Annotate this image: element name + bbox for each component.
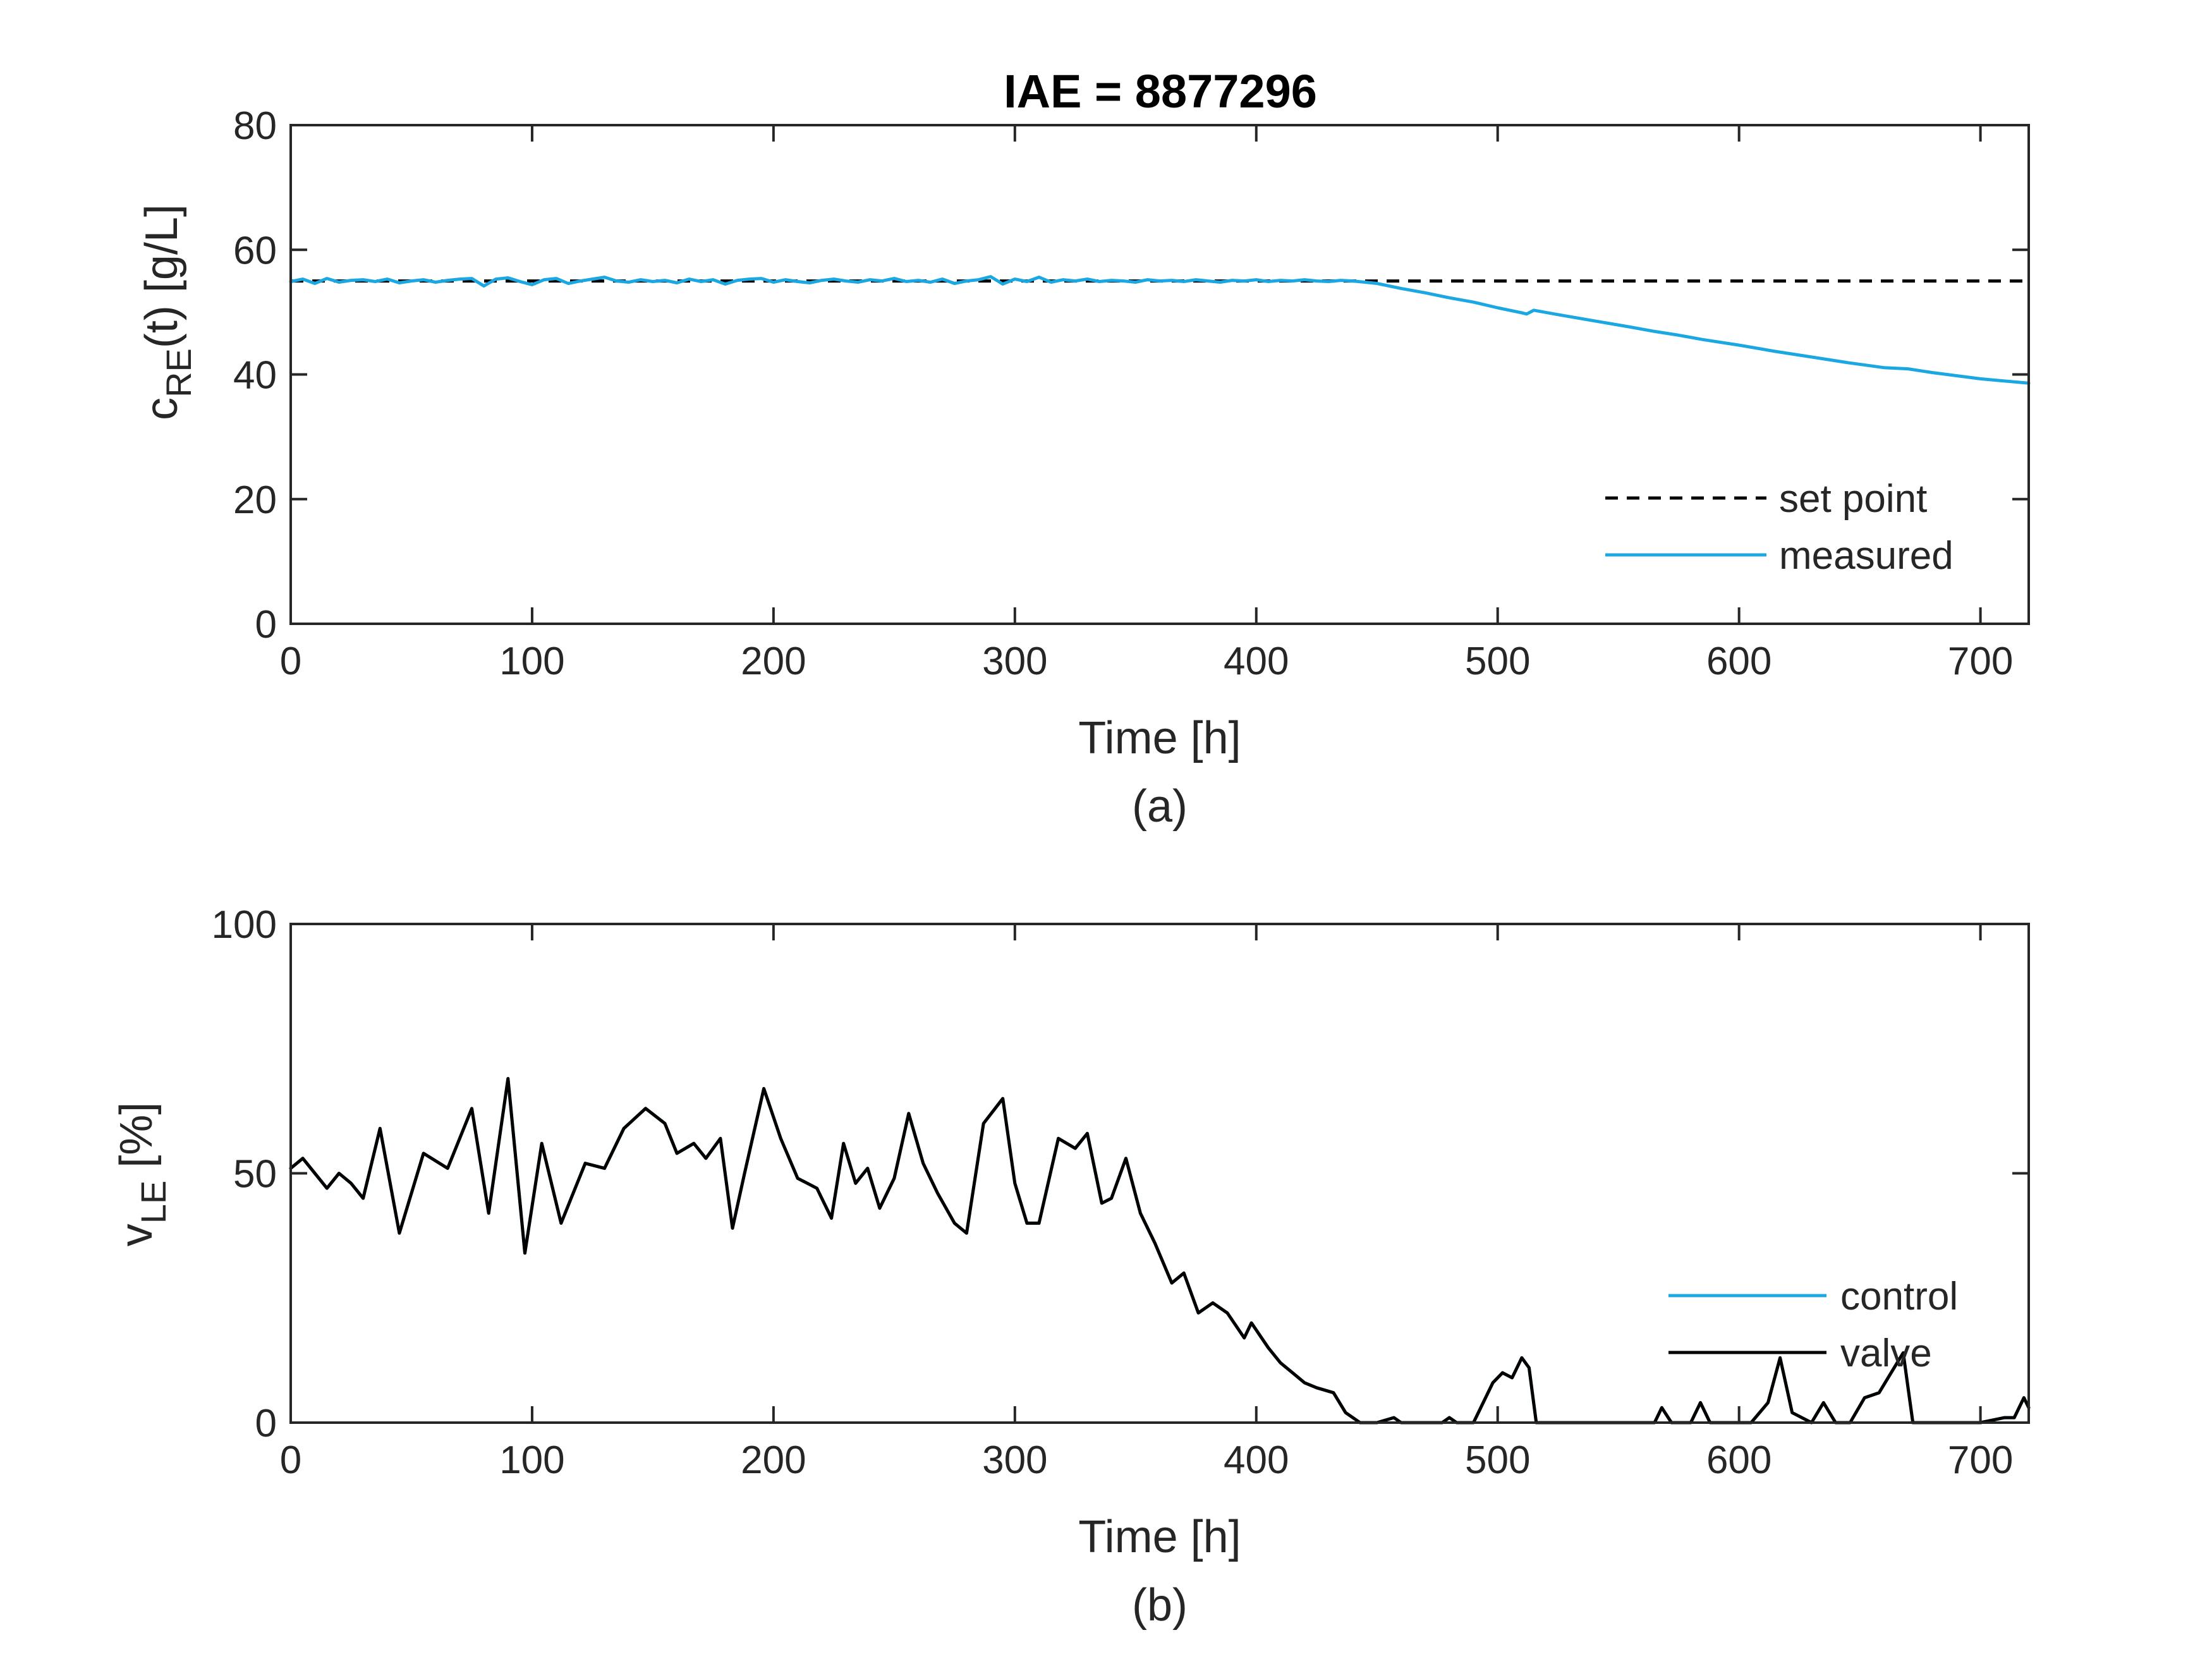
panel-b-xlabel: Time [h] <box>1078 1512 1241 1562</box>
y-tick-label: 100 <box>212 903 277 947</box>
y-tick-label: 20 <box>233 478 277 522</box>
panel-a-legend: set point measured <box>1605 477 1954 578</box>
legend-label-measured: measured <box>1779 534 1954 578</box>
panel-a-ylabel-sub: RE <box>159 348 198 398</box>
legend-label-control: control <box>1840 1275 1958 1318</box>
y-tick-label: 60 <box>233 229 277 272</box>
panel-a-ylabel: cRE(t) [g/L] <box>137 204 198 420</box>
panel-b-ylabel-sub: LE <box>133 1181 173 1224</box>
panel-a: IAE = 8877296 cRE(t) [g/L] 0 100 200 300 400… <box>137 65 2031 832</box>
y-tick-label: 0 <box>255 603 277 647</box>
x-tick-label: 200 <box>741 640 806 683</box>
x-tick-label: 700 <box>1948 640 2013 683</box>
panel-b-series-layer <box>289 1077 2031 1425</box>
x-tick-label: 300 <box>982 640 1047 683</box>
x-tick-label: 500 <box>1465 1438 1530 1482</box>
x-tick-label: 600 <box>1706 1438 1771 1482</box>
x-tick-label: 100 <box>499 640 564 683</box>
panel-a-title: IAE = 8877296 <box>1004 65 1317 118</box>
panel-a-ticks: 0 100 200 300 400 500 600 700 0 20 40 60 80 <box>233 104 2029 683</box>
panel-a-series-layer <box>289 275 2031 385</box>
y-tick-label: 80 <box>233 104 277 148</box>
x-tick-label: 0 <box>280 1438 301 1482</box>
x-tick-label: 500 <box>1465 640 1530 683</box>
x-tick-label: 100 <box>499 1438 564 1482</box>
panel-b: vLE [%] 0 100 200 300 400 500 600 700 0 50 100 Tim… <box>111 903 2031 1631</box>
panel-b-ylabel-main: v <box>111 1224 162 1246</box>
x-tick-label: 400 <box>1224 640 1289 683</box>
svg-text:vLE [%]: vLE [%] <box>111 1102 173 1247</box>
svg-text:cRE(t) [g/L]: cRE(t) [g/L] <box>137 204 198 420</box>
legend-label-setpoint: set point <box>1779 477 1927 521</box>
x-tick-label: 200 <box>741 1438 806 1482</box>
panel-b-ylabel: vLE [%] <box>111 1102 173 1247</box>
panel-b-ylabel-rest: [%] <box>111 1102 162 1181</box>
y-tick-label: 0 <box>255 1402 277 1445</box>
x-tick-label: 0 <box>280 640 301 683</box>
x-tick-label: 700 <box>1948 1438 2013 1482</box>
panel-b-axes-box <box>289 923 2030 1424</box>
panel-a-axes-box <box>289 124 2030 625</box>
panel-a-ylabel-main: c <box>137 398 187 420</box>
panel-a-ylabel-rest: (t) [g/L] <box>137 204 187 348</box>
panel-b-legend: control valve <box>1668 1275 1958 1375</box>
panel-a-xlabel: Time [h] <box>1078 713 1241 763</box>
x-tick-label: 600 <box>1706 640 1771 683</box>
y-tick-label: 50 <box>233 1153 277 1196</box>
panel-b-ticks: 0 100 200 300 400 500 600 700 0 50 100 <box>212 903 2029 1482</box>
panel-a-caption: (a) <box>1132 781 1188 832</box>
x-tick-label: 300 <box>982 1438 1047 1482</box>
series-line-valve <box>289 1077 2031 1425</box>
y-tick-label: 40 <box>233 354 277 398</box>
series-line-measured <box>289 275 2031 385</box>
legend-label-valve: valve <box>1840 1332 1932 1375</box>
x-tick-label: 400 <box>1224 1438 1289 1482</box>
panel-b-caption: (b) <box>1132 1580 1188 1631</box>
